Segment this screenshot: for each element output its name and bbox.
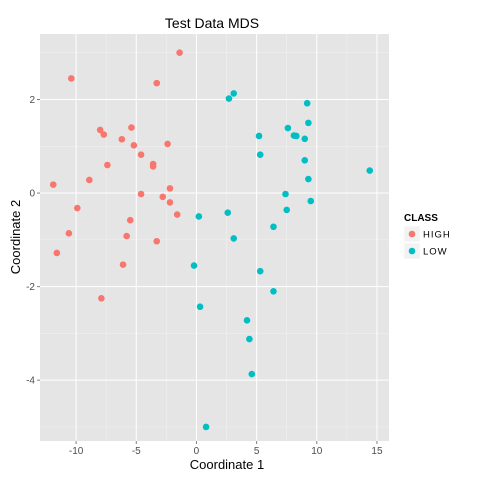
y-axis-title: Coordinate 2	[8, 200, 23, 274]
plot-panel	[40, 34, 389, 441]
legend-title: CLASS	[404, 213, 438, 224]
data-point-high	[130, 142, 138, 149]
data-point-low	[190, 262, 198, 269]
data-point-low	[230, 90, 238, 97]
data-point-low	[303, 99, 311, 107]
x-tick-label: 5	[254, 446, 260, 457]
data-point-high	[164, 140, 171, 148]
data-point-high	[166, 199, 174, 206]
data-point-low	[225, 95, 233, 102]
data-point-low	[282, 190, 289, 198]
legend-key-marker	[408, 230, 416, 238]
data-point-low	[270, 287, 277, 295]
x-tick-label: -10	[69, 446, 84, 457]
data-point-high	[86, 176, 93, 184]
data-point-high	[49, 181, 57, 188]
chart-title: Test Data MDS	[165, 15, 259, 31]
major-gridlines	[40, 34, 389, 441]
data-point-high	[126, 216, 134, 224]
data-point-low	[270, 223, 277, 231]
data-point-low	[301, 157, 309, 164]
data-point-low	[305, 119, 312, 127]
data-point-low	[202, 423, 210, 431]
data-point-low	[256, 151, 264, 158]
y-tick-label: 2	[29, 95, 35, 106]
data-point-high	[166, 185, 174, 192]
legend: CLASS HIGH LOW	[403, 213, 451, 260]
data-point-low	[284, 124, 292, 132]
data-point-high	[159, 193, 167, 201]
data-point-low	[243, 317, 251, 324]
data-point-high	[153, 237, 161, 245]
x-tick-label: 10	[311, 446, 323, 457]
data-point-high	[128, 124, 135, 131]
data-point-low	[196, 303, 204, 311]
y-axis: -4 -2 0 2	[26, 95, 40, 387]
data-point-high	[153, 79, 161, 87]
data-point-high	[67, 75, 75, 82]
x-axis: -10 -5 0 5 10 15	[69, 441, 383, 457]
data-point-high	[65, 229, 73, 237]
data-point-low	[305, 175, 312, 183]
data-point-high	[100, 131, 108, 138]
y-tick-label: -4	[26, 376, 35, 387]
x-tick-label: -5	[132, 446, 141, 457]
data-point-low	[256, 267, 264, 275]
data-point-low	[366, 167, 374, 174]
data-point-high	[119, 261, 127, 268]
data-point-high	[137, 151, 145, 158]
data-point-high	[123, 232, 130, 240]
data-point-low	[293, 132, 300, 140]
data-point-low	[246, 335, 253, 343]
data-point-low	[230, 235, 238, 242]
data-point-high	[176, 49, 183, 57]
legend-label-high: HIGH	[423, 230, 451, 241]
y-tick-label: 0	[29, 189, 35, 200]
data-point-low	[248, 370, 256, 378]
data-point-high	[74, 204, 81, 212]
minor-gridlines	[40, 34, 389, 441]
data-point-high	[53, 249, 61, 257]
data-point-low	[255, 132, 263, 140]
data-point-low	[307, 197, 315, 205]
data-point-high	[173, 211, 181, 218]
data-point-high	[137, 190, 145, 198]
data-point-high	[98, 295, 105, 302]
legend-key-marker	[408, 247, 416, 255]
data-point-low	[195, 213, 203, 220]
data-point-low	[301, 135, 309, 143]
data-point-low	[224, 209, 232, 217]
data-point-high	[149, 163, 157, 170]
x-axis-title: Coordinate 1	[190, 457, 264, 472]
data-point-high	[118, 135, 126, 143]
data-points	[49, 49, 374, 431]
data-point-high	[104, 161, 111, 169]
y-tick-label: -2	[26, 282, 35, 293]
legend-label-low: LOW	[423, 247, 448, 258]
data-point-high	[96, 126, 104, 134]
x-tick-label: 0	[194, 446, 200, 457]
data-point-low	[283, 206, 291, 214]
x-tick-label: 15	[371, 446, 383, 457]
